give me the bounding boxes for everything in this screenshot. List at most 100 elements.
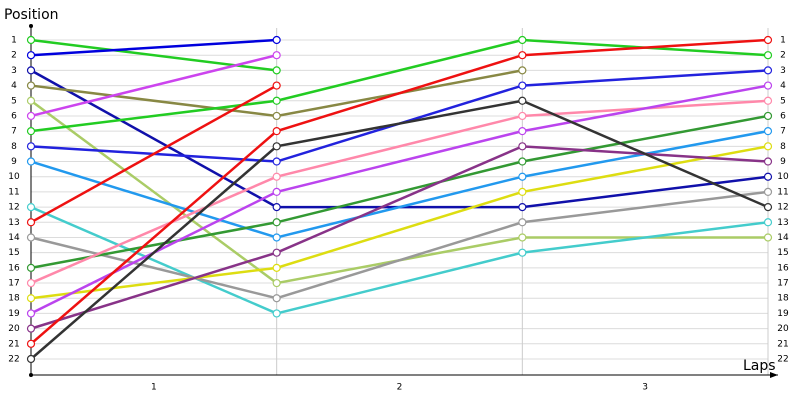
y-tick-label: 9 — [11, 157, 17, 167]
point — [518, 142, 527, 151]
point — [763, 172, 773, 181]
point — [26, 51, 36, 60]
point — [26, 81, 36, 90]
series-line — [30, 38, 769, 345]
point — [26, 66, 36, 75]
x-tick-label: 1 — [151, 383, 157, 393]
y-tick-label-right: 4 — [780, 81, 786, 91]
y-tick-label-right: 18 — [777, 294, 789, 304]
y-tick-label: 21 — [8, 339, 19, 349]
point — [26, 278, 36, 288]
point — [272, 35, 281, 45]
point — [26, 354, 36, 364]
point — [272, 111, 281, 121]
point — [272, 309, 281, 318]
y-tick-label: 4 — [11, 81, 17, 91]
y-tick-label: 7 — [11, 127, 17, 137]
point — [518, 157, 527, 166]
series-line — [30, 69, 769, 209]
y-tick-label-right: 8 — [780, 142, 786, 152]
x-axis-arrow — [770, 372, 778, 378]
point — [518, 96, 527, 105]
point — [26, 294, 36, 303]
series-line — [30, 145, 769, 300]
point — [763, 202, 773, 212]
point — [272, 202, 281, 212]
y-tick-label: 1 — [11, 36, 17, 46]
y-tick-label-right: 19 — [777, 309, 789, 319]
point — [763, 142, 773, 151]
y-tick-label-right: 20 — [777, 324, 789, 334]
point — [272, 187, 281, 197]
y-tick-label: 8 — [11, 142, 17, 152]
point — [763, 233, 773, 242]
y-tick-label-right: 10 — [777, 172, 789, 182]
point — [272, 157, 281, 166]
y-tick-label-right: 11 — [777, 187, 788, 197]
series-line — [30, 53, 277, 118]
y-tick-label-right: 7 — [780, 127, 786, 137]
point — [518, 111, 527, 121]
y-tick-label: 6 — [11, 111, 17, 121]
point — [26, 263, 36, 272]
point — [272, 172, 281, 181]
y-tick-label: 15 — [8, 248, 19, 258]
y-tick-label: 3 — [11, 66, 17, 76]
point — [272, 81, 281, 90]
point — [272, 127, 281, 136]
point — [272, 233, 281, 242]
y-tick-label-right: 9 — [780, 157, 786, 167]
y-tick-label-right: 15 — [777, 248, 788, 258]
point — [518, 66, 527, 75]
y-tick-label-right: 2 — [780, 51, 786, 61]
point — [272, 218, 281, 227]
point — [518, 172, 527, 181]
series-line — [30, 99, 769, 360]
y-tick-label: 22 — [8, 355, 19, 365]
point — [272, 51, 281, 60]
y-tick-label: 11 — [8, 187, 19, 197]
y-tick-label: 12 — [8, 203, 19, 213]
point — [518, 81, 527, 90]
point — [26, 157, 36, 166]
point — [26, 127, 36, 136]
point — [763, 66, 773, 75]
point — [26, 35, 36, 45]
series-line — [30, 190, 769, 300]
point — [763, 157, 773, 166]
point — [518, 218, 527, 227]
point — [26, 96, 36, 105]
point — [518, 233, 527, 242]
x-tick-label: 2 — [397, 383, 403, 393]
y-tick-label-right: 13 — [777, 218, 788, 228]
point — [518, 35, 527, 45]
y-tick-label-right: 21 — [777, 339, 788, 349]
point — [518, 248, 527, 257]
point — [26, 142, 36, 151]
point — [272, 294, 281, 303]
y-tick-label: 16 — [8, 263, 20, 273]
y-tick-label: 20 — [8, 324, 20, 334]
y-tick-label: 19 — [8, 309, 20, 319]
x-axis-origin — [29, 373, 33, 377]
y-tick-label-right: 16 — [777, 263, 789, 273]
point — [26, 111, 36, 121]
point — [272, 96, 281, 105]
y-tick-label-right: 12 — [777, 203, 788, 213]
y-tick-label-right: 1 — [780, 36, 786, 46]
y-tick-label: 13 — [8, 218, 19, 228]
y-tick-label-right: 14 — [777, 233, 789, 243]
y-tick-label: 10 — [8, 172, 20, 182]
point — [26, 339, 36, 348]
point — [272, 248, 281, 257]
point — [26, 233, 36, 242]
point — [763, 187, 773, 197]
x-axis-label: Laps — [743, 358, 776, 374]
point — [272, 263, 281, 272]
point — [763, 81, 773, 90]
point — [518, 51, 527, 60]
point — [763, 218, 773, 227]
y-tick-label-right: 17 — [777, 279, 788, 289]
point — [763, 51, 773, 60]
